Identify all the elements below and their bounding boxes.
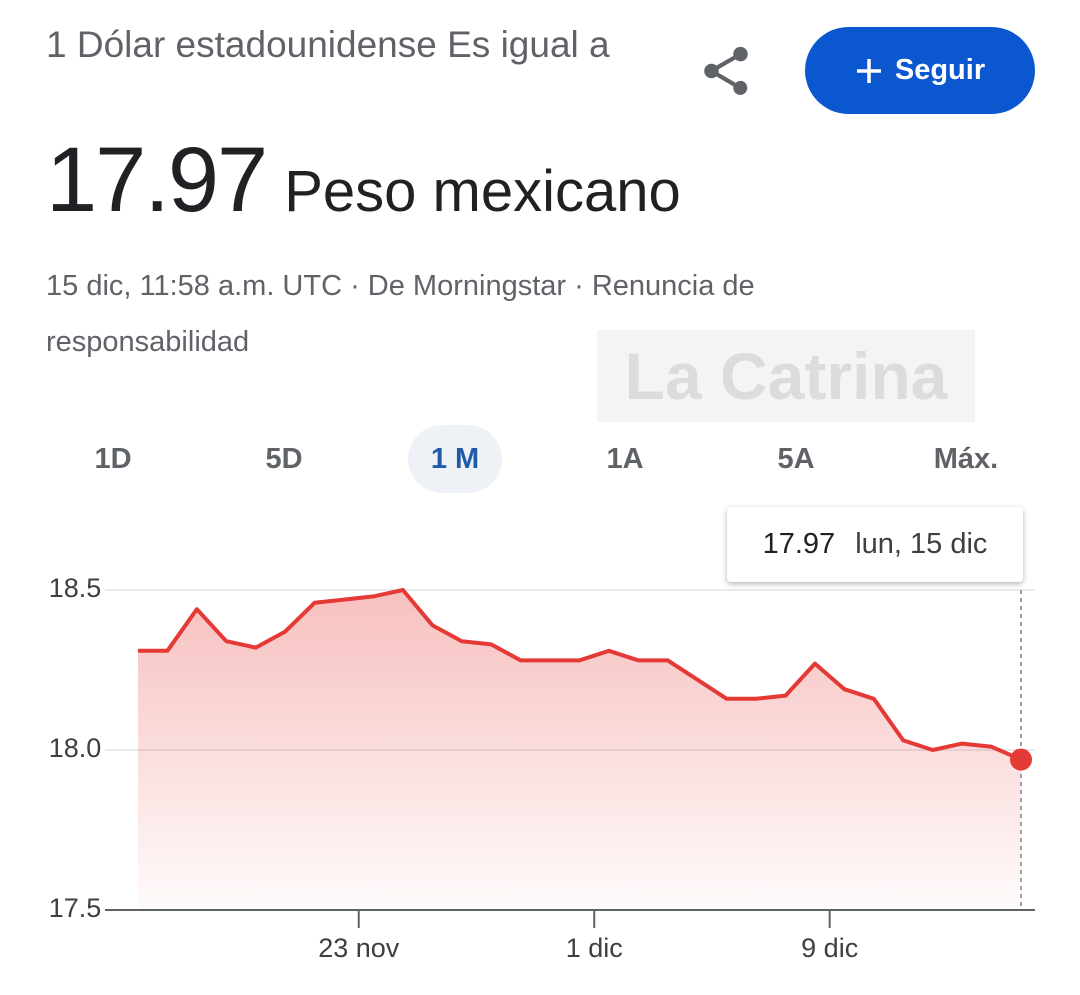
range-tab[interactable]: 1 M bbox=[408, 425, 502, 493]
follow-label: Seguir bbox=[894, 54, 986, 86]
range-tab[interactable]: 5D bbox=[265, 442, 303, 475]
area bbox=[138, 590, 1021, 910]
y-tick-label: 18.0 bbox=[49, 733, 102, 763]
rate-line: 17.97 Peso mexicano bbox=[46, 128, 681, 233]
range-tab[interactable]: 1A bbox=[606, 442, 644, 475]
tooltip: 17.97 lun, 15 dic bbox=[727, 507, 1023, 582]
range-tabs: 1D 5D 1 M 1A 5A Máx. bbox=[28, 425, 1052, 493]
plus-icon bbox=[856, 58, 881, 83]
range-tab[interactable]: 5A bbox=[777, 442, 815, 475]
watermark: La Catrina bbox=[597, 330, 975, 422]
tooltip-value: 17.97 bbox=[762, 528, 836, 560]
tooltip-date: lun, 15 dic bbox=[855, 528, 988, 560]
range-tab[interactable]: Máx. bbox=[933, 442, 999, 475]
y-tick-label: 18.5 bbox=[49, 573, 102, 603]
conversion-title: 1 Dólar estadounidense Es igual a bbox=[46, 24, 610, 65]
x-tick-label: 23 nov bbox=[318, 933, 400, 963]
range-tab[interactable]: 1D bbox=[94, 442, 132, 475]
currency: Peso mexicano bbox=[284, 159, 681, 224]
last-point bbox=[1010, 748, 1032, 771]
line bbox=[138, 588, 1022, 762]
x-tick-label: 1 dic bbox=[566, 933, 623, 963]
meta: 15 dic, 11:58 a.m. UTC · De Morningstar … bbox=[46, 270, 755, 358]
x-tick-label: 9 dic bbox=[801, 933, 858, 963]
y-tick-label: 17.5 bbox=[49, 893, 102, 923]
rate: 17.97 bbox=[46, 129, 268, 231]
follow-button[interactable]: Seguir bbox=[805, 27, 1035, 114]
share-icon[interactable] bbox=[697, 42, 755, 100]
